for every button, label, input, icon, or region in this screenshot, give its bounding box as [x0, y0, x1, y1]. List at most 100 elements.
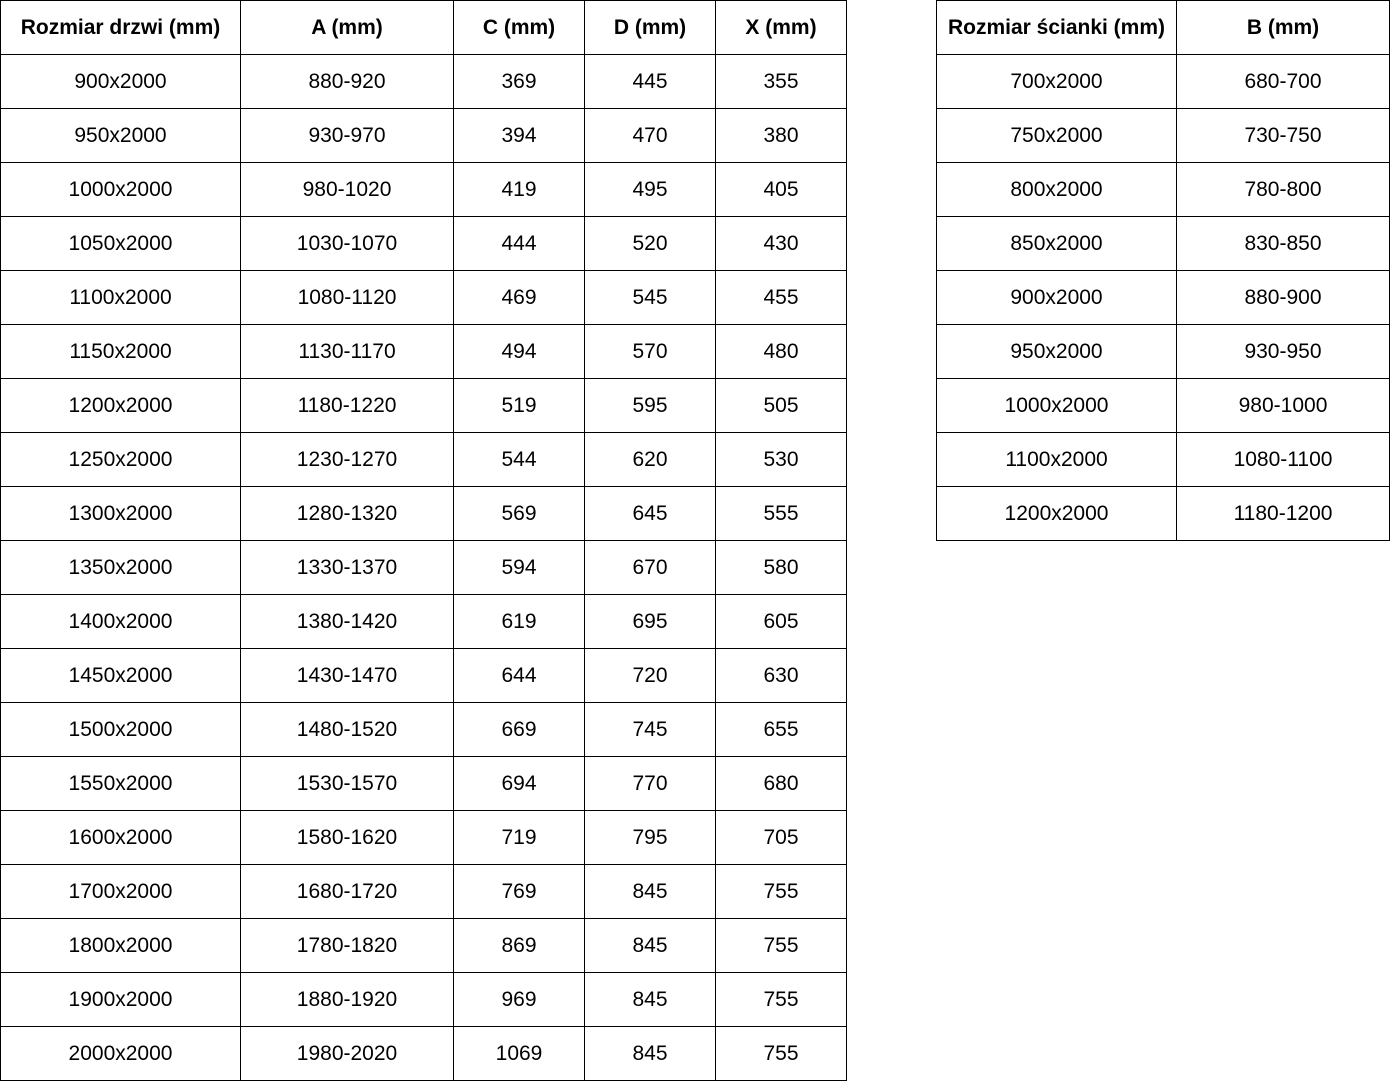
- table-cell: 695: [584, 594, 716, 649]
- table-cell: 1200x2000: [0, 378, 241, 433]
- table-cell: 1180-1200: [1176, 486, 1390, 541]
- table-row: 850x2000 830-850: [936, 216, 1390, 271]
- table-cell: 630: [715, 648, 847, 703]
- table-cell: 670: [584, 540, 716, 595]
- table-row: 1400x2000 1380-1420 619 695 605: [0, 594, 847, 649]
- table-cell: 755: [715, 1026, 847, 1081]
- table-cell: 1100x2000: [0, 270, 241, 325]
- table-cell: 720: [584, 648, 716, 703]
- table-cell: 620: [584, 432, 716, 487]
- table-cell: 355: [715, 54, 847, 109]
- table-cell: 845: [584, 918, 716, 973]
- table-cell: 1400x2000: [0, 594, 241, 649]
- table-cell: 494: [453, 324, 585, 379]
- table-cell: 505: [715, 378, 847, 433]
- table-row: 1200x2000 1180-1200: [936, 486, 1390, 541]
- table-cell: 1180-1220: [240, 378, 454, 433]
- table-cell: 1200x2000: [936, 486, 1177, 541]
- table-cell: 430: [715, 216, 847, 271]
- table-cell: 520: [584, 216, 716, 271]
- table-row: 900x2000 880-920 369 445 355: [0, 54, 847, 109]
- door-size-table: Rozmiar drzwi (mm) A (mm) C (mm) D (mm) X (m…: [0, 0, 847, 1081]
- table-cell: 1780-1820: [240, 918, 454, 973]
- table-cell: 950x2000: [0, 108, 241, 163]
- table-cell: 700x2000: [936, 54, 1177, 109]
- table-cell: 455: [715, 270, 847, 325]
- table-cell: 719: [453, 810, 585, 865]
- table-cell: 1100x2000: [936, 432, 1177, 487]
- table-cell: 1800x2000: [0, 918, 241, 973]
- table-cell: 380: [715, 108, 847, 163]
- table-cell: 755: [715, 972, 847, 1027]
- table-cell: 830-850: [1176, 216, 1390, 271]
- table-cell: 769: [453, 864, 585, 919]
- table-cell: 880-920: [240, 54, 454, 109]
- table-cell: 869: [453, 918, 585, 973]
- table-cell: 1450x2000: [0, 648, 241, 703]
- table-cell: 594: [453, 540, 585, 595]
- table-row: 1500x2000 1480-1520 669 745 655: [0, 702, 847, 757]
- table-cell: 1600x2000: [0, 810, 241, 865]
- table-row: 950x2000 930-950: [936, 324, 1390, 379]
- table-cell: 1680-1720: [240, 864, 454, 919]
- table-cell: 705: [715, 810, 847, 865]
- table-cell: 1000x2000: [0, 162, 241, 217]
- table-cell: 1580-1620: [240, 810, 454, 865]
- table-cell: 570: [584, 324, 716, 379]
- table-cell: 1000x2000: [936, 378, 1177, 433]
- table-cell: 595: [584, 378, 716, 433]
- table-row: 1700x2000 1680-1720 769 845 755: [0, 864, 847, 919]
- table-cell: 519: [453, 378, 585, 433]
- table-cell: 655: [715, 702, 847, 757]
- table-cell: 580: [715, 540, 847, 595]
- table-cell: 369: [453, 54, 585, 109]
- table-cell: 1980-2020: [240, 1026, 454, 1081]
- table-cell: 545: [584, 270, 716, 325]
- table-row: 1000x2000 980-1000: [936, 378, 1390, 433]
- table-row: 1600x2000 1580-1620 719 795 705: [0, 810, 847, 865]
- table-row: 700x2000 680-700: [936, 54, 1390, 109]
- table-cell: 445: [584, 54, 716, 109]
- table-cell: 845: [584, 1026, 716, 1081]
- table-cell: 1500x2000: [0, 702, 241, 757]
- table-row: 1100x2000 1080-1120 469 545 455: [0, 270, 847, 325]
- table-cell: 480: [715, 324, 847, 379]
- table-cell: 900x2000: [0, 54, 241, 109]
- table-row: 1150x2000 1130-1170 494 570 480: [0, 324, 847, 379]
- table-cell: 900x2000: [936, 270, 1177, 325]
- table-cell: 930-950: [1176, 324, 1390, 379]
- table-cell: 680-700: [1176, 54, 1390, 109]
- table-cell: 1130-1170: [240, 324, 454, 379]
- wall-panel-size-table: Rozmiar ścianki (mm) B (mm) 700x2000 680-7…: [936, 0, 1390, 541]
- column-header: Rozmiar drzwi (mm): [0, 0, 241, 55]
- table-cell: 605: [715, 594, 847, 649]
- table-cell: 619: [453, 594, 585, 649]
- table-cell: 419: [453, 162, 585, 217]
- table-cell: 1700x2000: [0, 864, 241, 919]
- table-cell: 950x2000: [936, 324, 1177, 379]
- table-row: 1900x2000 1880-1920 969 845 755: [0, 972, 847, 1027]
- table-cell: 800x2000: [936, 162, 1177, 217]
- table-cell: 795: [584, 810, 716, 865]
- table-cell: 405: [715, 162, 847, 217]
- header-row: Rozmiar ścianki (mm) B (mm): [936, 0, 1390, 55]
- table-row: 1100x2000 1080-1100: [936, 432, 1390, 487]
- table-cell: 969: [453, 972, 585, 1027]
- table-cell: 1430-1470: [240, 648, 454, 703]
- table-row: 1000x2000 980-1020 419 495 405: [0, 162, 847, 217]
- table-row: 2000x2000 1980-2020 1069 845 755: [0, 1026, 847, 1081]
- table-cell: 1330-1370: [240, 540, 454, 595]
- table-cell: 1280-1320: [240, 486, 454, 541]
- table-cell: 770: [584, 756, 716, 811]
- column-header: Rozmiar ścianki (mm): [936, 0, 1177, 55]
- table-cell: 1880-1920: [240, 972, 454, 1027]
- table-cell: 755: [715, 918, 847, 973]
- table-cell: 1300x2000: [0, 486, 241, 541]
- table-cell: 469: [453, 270, 585, 325]
- table-cell: 750x2000: [936, 108, 1177, 163]
- table-cell: 1250x2000: [0, 432, 241, 487]
- table-row: 750x2000 730-750: [936, 108, 1390, 163]
- table-cell: 555: [715, 486, 847, 541]
- table-cell: 1550x2000: [0, 756, 241, 811]
- table-cell: 730-750: [1176, 108, 1390, 163]
